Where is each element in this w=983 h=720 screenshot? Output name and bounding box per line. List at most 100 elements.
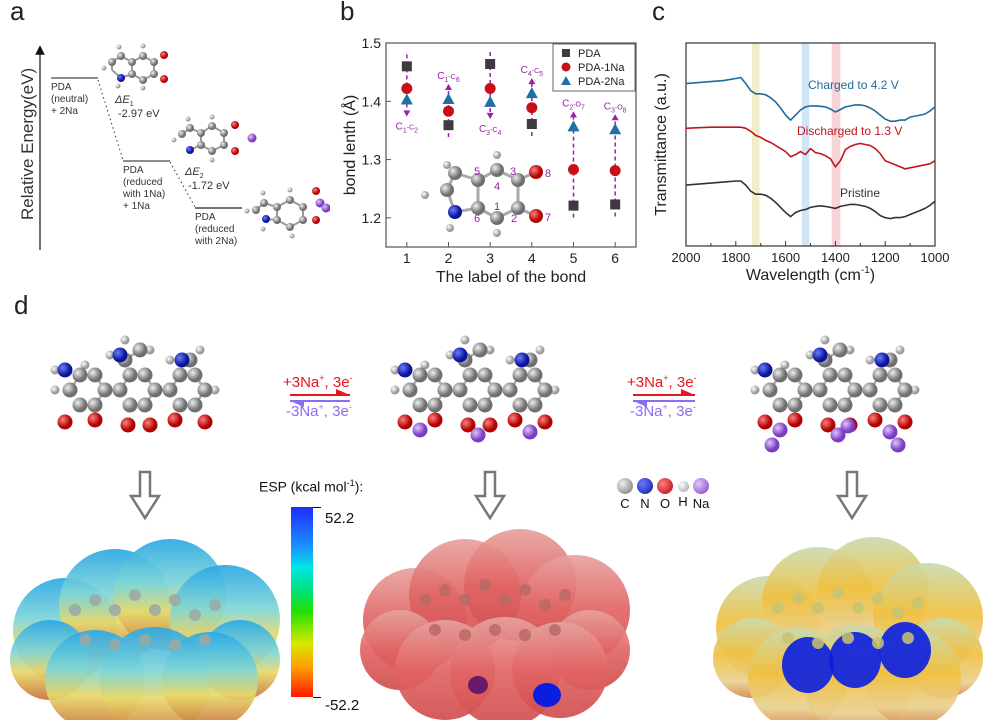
atom-h: [145, 345, 155, 355]
surface-atom: [199, 634, 211, 646]
delta-symbol: ΔE: [115, 94, 130, 106]
esp-na-region: [468, 676, 488, 694]
atom-c: [772, 397, 788, 413]
surface-atom: [459, 594, 471, 606]
atom-index: 8: [623, 107, 627, 114]
atom-n-icon: [637, 478, 653, 494]
data-point-pda: [568, 200, 579, 211]
atom-na: [470, 427, 486, 443]
delta-e1: ΔE1 -2.97 eV: [115, 94, 160, 120]
atom-c: [162, 382, 178, 398]
surface-atom: [519, 629, 531, 641]
data-point-pda-2na: [484, 95, 497, 107]
esp-surface-6na: [713, 537, 983, 720]
level-label-line: PDA: [123, 165, 144, 176]
data-point-pda-2na: [400, 93, 413, 105]
atom-na: [412, 422, 428, 438]
esp-positive-region: [879, 622, 931, 678]
atom-h: [485, 345, 495, 355]
esp-positive-region: [533, 683, 561, 707]
atom-o: [167, 412, 183, 428]
atom-c: [462, 397, 478, 413]
atom-o: [897, 414, 913, 430]
series-label: Pristine: [840, 186, 880, 200]
atom-legend-label: N: [640, 496, 650, 511]
atom-na: [882, 424, 898, 440]
data-point-pda: [443, 120, 454, 131]
plot-frame: [685, 42, 936, 247]
atom-c: [412, 367, 428, 383]
surface-atom: [129, 589, 141, 601]
spectrum-line: [685, 126, 936, 170]
atom-c: [472, 342, 488, 358]
surface-atom: [429, 624, 441, 636]
atom-h: [535, 345, 545, 355]
surface-atom: [772, 602, 784, 614]
atom-o: [867, 412, 883, 428]
atom-c: [132, 342, 148, 358]
atom-symbol: -O: [615, 104, 623, 111]
surface-atom: [519, 584, 531, 596]
panel-label-d: d: [14, 290, 29, 320]
inset-atom-h: [421, 191, 429, 199]
data-point-pda: [526, 119, 537, 130]
atom-o: [820, 417, 836, 433]
esp-max-label: 52.2: [325, 510, 355, 527]
data-point-pda-1na: [484, 82, 496, 94]
delta-e2-value: -1.72 eV: [188, 180, 230, 193]
atom-c: [437, 382, 453, 398]
forward-arrow-head: [681, 389, 695, 395]
atom-c: [772, 367, 788, 383]
atom-c: [897, 382, 913, 398]
atom-c: [402, 382, 418, 398]
esp-positive-region: [782, 637, 834, 693]
atom-h: [80, 360, 90, 370]
x-tick-label: 1800: [721, 250, 750, 265]
level-label-2na: PDA (reduced with 2Na): [195, 212, 237, 248]
energy-diagram: [35, 43, 330, 250]
molecule-pda-1na: [171, 114, 257, 163]
molecule-pda-neutral: [101, 43, 168, 91]
inset-atom-c: [490, 211, 504, 225]
atom-index: 2: [569, 104, 573, 111]
surface-atom: [872, 637, 884, 649]
reaction-text: , 3e: [323, 403, 349, 420]
down-arrow-icon: [473, 470, 507, 521]
reaction-text: , 3e: [668, 374, 694, 391]
atom-o: [757, 414, 773, 430]
atom-c: [512, 367, 528, 383]
x-axis-label-text: Wavelength (cm: [746, 267, 861, 284]
atom-c: [122, 367, 138, 383]
atom-na: [522, 424, 538, 440]
atom-symbol: C: [521, 65, 528, 76]
level-label-line: (reduced: [195, 224, 235, 235]
atom-symbol: -O: [573, 101, 581, 108]
level-label-1na: PDA (reduced with 1Na) + 1Na: [123, 165, 165, 213]
atom-o: [142, 417, 158, 433]
atom-o: [397, 414, 413, 430]
data-point-pda-2na: [525, 87, 538, 99]
atom-c: [822, 367, 838, 383]
data-point-pda-2na: [567, 120, 580, 132]
x-axis-label-tail: ): [870, 267, 875, 284]
atom-h: [460, 335, 470, 345]
esp-surface-3na: [360, 529, 630, 720]
inset-atom-c: [490, 163, 504, 177]
y-axis-label: bond lenth (Å): [340, 95, 359, 196]
atom-legend-item: Na: [692, 478, 710, 511]
down-arrow-icon: [128, 470, 162, 521]
delta-sub: 2: [199, 173, 204, 181]
atom-h-icon: [677, 480, 689, 492]
legend-marker-triangle: [561, 76, 571, 85]
atom-c: [62, 382, 78, 398]
reaction-sup: +: [318, 402, 324, 412]
atom-index: 1: [445, 77, 449, 84]
colorbar-tick-max: [313, 507, 321, 508]
atom-h: [420, 360, 430, 370]
inset-atom-o: [529, 209, 543, 223]
highlight-band: [831, 43, 841, 246]
atom-h: [505, 355, 515, 365]
molecule-pda-6na: [750, 335, 920, 453]
inset-atom-c: [448, 166, 462, 180]
atom-c: [537, 382, 553, 398]
